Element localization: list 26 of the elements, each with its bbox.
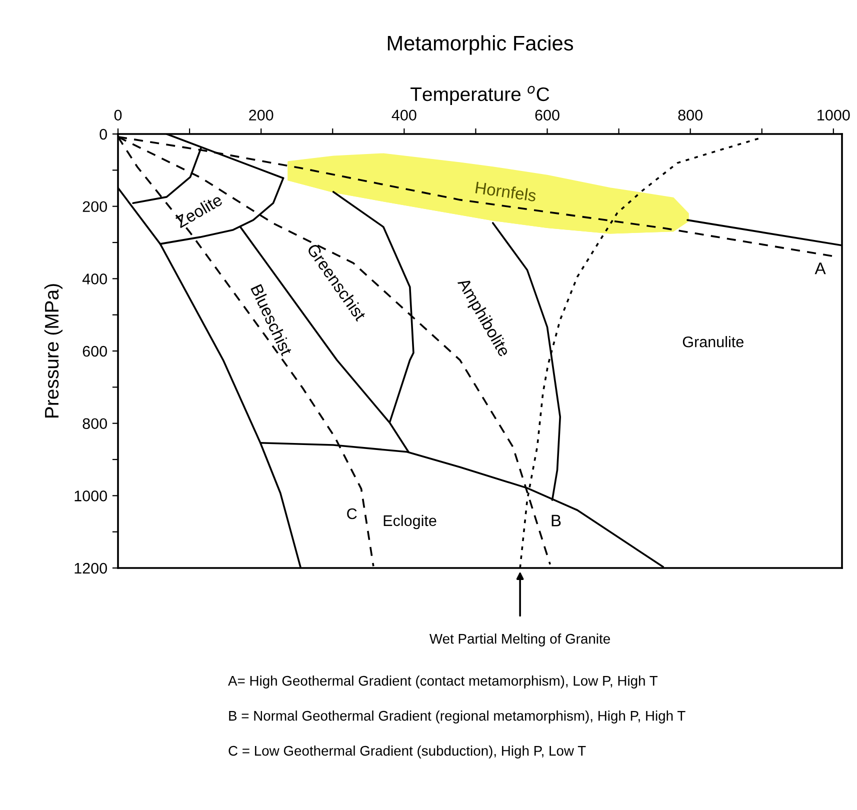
y-tick-label: 400 xyxy=(82,274,107,284)
y-tick-label: 200 xyxy=(82,201,107,212)
annotation: Eclogite xyxy=(384,514,436,530)
annotation: A xyxy=(814,262,826,274)
annotation: B xyxy=(552,514,561,526)
text: A= High Geothermal Gradient (contact metamorphism), Low P, High T xyxy=(228,676,658,688)
y-tick-label: 0 xyxy=(100,128,107,140)
y-tick-label: 800 xyxy=(82,418,107,430)
x-tick-label: 400 xyxy=(392,110,416,121)
x-tick-label: 200 xyxy=(249,110,274,121)
y-tick-label: 1000 xyxy=(74,490,107,502)
x-axis-title: Temperature $^{o}$C xyxy=(410,86,550,105)
x-tick-label: 0 xyxy=(114,110,122,121)
text: B = Normal Geothermal Gradient (regional metamorphism), High P, High T xyxy=(229,710,686,724)
chart-title: Metamorphic Facies xyxy=(388,35,574,55)
y-tick-label: 1200 xyxy=(74,562,107,574)
annotation: Granulite xyxy=(682,336,744,348)
y-axis-title: Pressure (MPa) xyxy=(44,284,62,418)
text: C = Low Geothermal Gradient (subduction), High P, Low T xyxy=(228,746,586,758)
x-tick-label: 600 xyxy=(535,110,560,121)
y-tick-label: 600 xyxy=(82,346,107,357)
annotation: Hornfels xyxy=(475,181,537,202)
x-tick-label: 800 xyxy=(678,110,702,121)
text: Wet Partial Melting of Granite xyxy=(429,634,610,646)
annotation: C xyxy=(347,508,357,520)
x-tick-label: 1000 xyxy=(818,110,850,121)
